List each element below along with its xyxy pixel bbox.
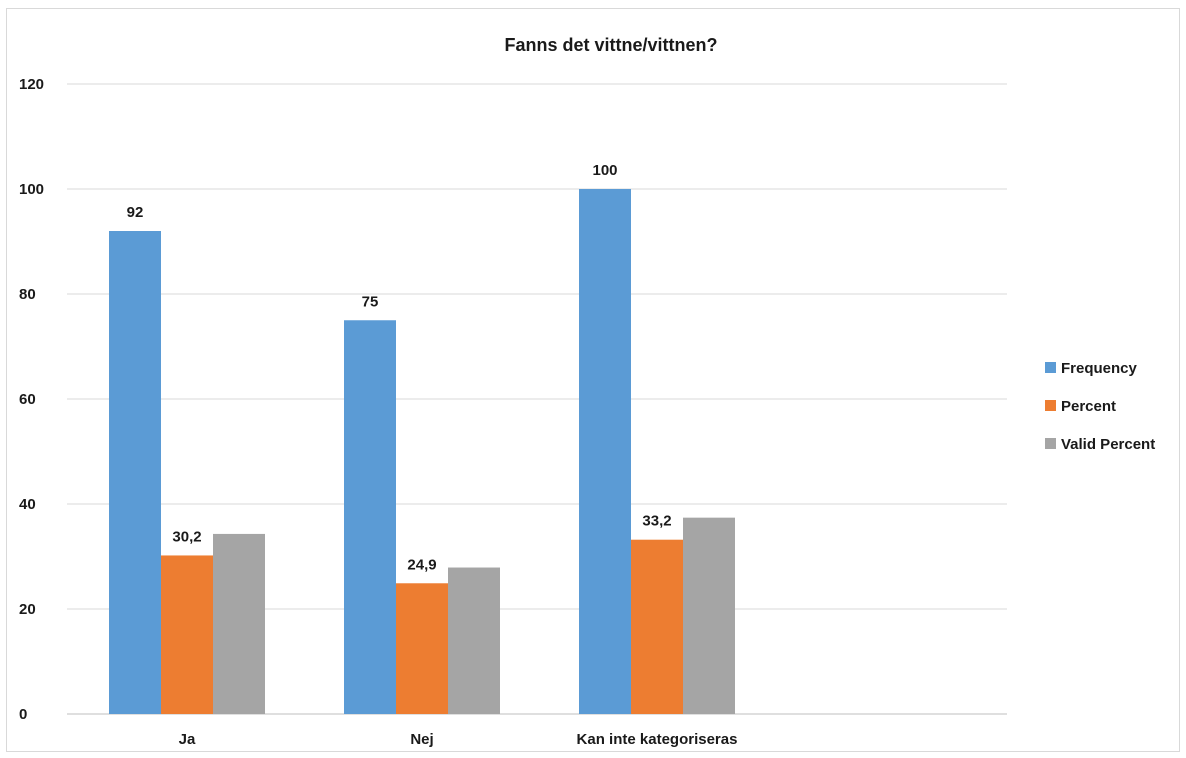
data-label: 30,2 xyxy=(172,528,201,545)
data-label: 75 xyxy=(362,293,379,310)
data-label: 92 xyxy=(127,204,144,221)
y-tick-label: 80 xyxy=(19,286,36,303)
data-label: 100 xyxy=(592,162,617,179)
data-label: 24,9 xyxy=(407,556,436,573)
y-tick-label: 0 xyxy=(19,706,27,723)
chart-title: Fanns det vittne/vittnen? xyxy=(504,35,717,55)
x-tick-label: Kan inte kategoriseras xyxy=(577,731,738,748)
bar-percent-kan-inte-kategoriseras xyxy=(631,539,683,714)
x-axis-ticks: Ja Nej Kan inte kategoriseras xyxy=(179,731,738,748)
y-tick-label: 20 xyxy=(19,601,36,618)
legend: Frequency Percent Valid Percent xyxy=(1045,360,1155,453)
data-labels: 92 30,2 75 24,9 100 33,2 xyxy=(127,162,672,573)
legend-label: Valid Percent xyxy=(1061,436,1155,453)
y-tick-label: 40 xyxy=(19,496,36,513)
bar-frequency-kan-inte-kategoriseras xyxy=(579,189,631,714)
chart-frame: Fanns det vittne/vittnen? 0 20 40 60 80 100 12… xyxy=(6,8,1180,752)
bar-frequency-ja xyxy=(109,231,161,714)
bar-frequency-nej xyxy=(344,320,396,714)
bar-valid-percent-nej xyxy=(448,567,500,714)
y-axis-ticks: 0 20 40 60 80 100 120 xyxy=(19,76,44,723)
legend-swatch xyxy=(1045,362,1056,373)
legend-swatch xyxy=(1045,438,1056,449)
legend-label: Percent xyxy=(1061,398,1116,415)
chart-svg: Fanns det vittne/vittnen? 0 20 40 60 80 100 12… xyxy=(19,35,1155,748)
x-tick-label: Ja xyxy=(179,731,196,748)
y-tick-label: 60 xyxy=(19,391,36,408)
bar-valid-percent-kan-inte-kategoriseras xyxy=(683,517,735,714)
legend-label: Frequency xyxy=(1061,360,1138,377)
x-tick-label: Nej xyxy=(410,731,433,748)
y-tick-label: 100 xyxy=(19,181,44,198)
y-tick-label: 120 xyxy=(19,76,44,93)
legend-swatch xyxy=(1045,400,1056,411)
bar-percent-nej xyxy=(396,583,448,714)
bar-valid-percent-ja xyxy=(213,533,265,714)
data-label: 33,2 xyxy=(642,513,671,530)
bar-percent-ja xyxy=(161,555,213,714)
bars xyxy=(109,189,735,714)
